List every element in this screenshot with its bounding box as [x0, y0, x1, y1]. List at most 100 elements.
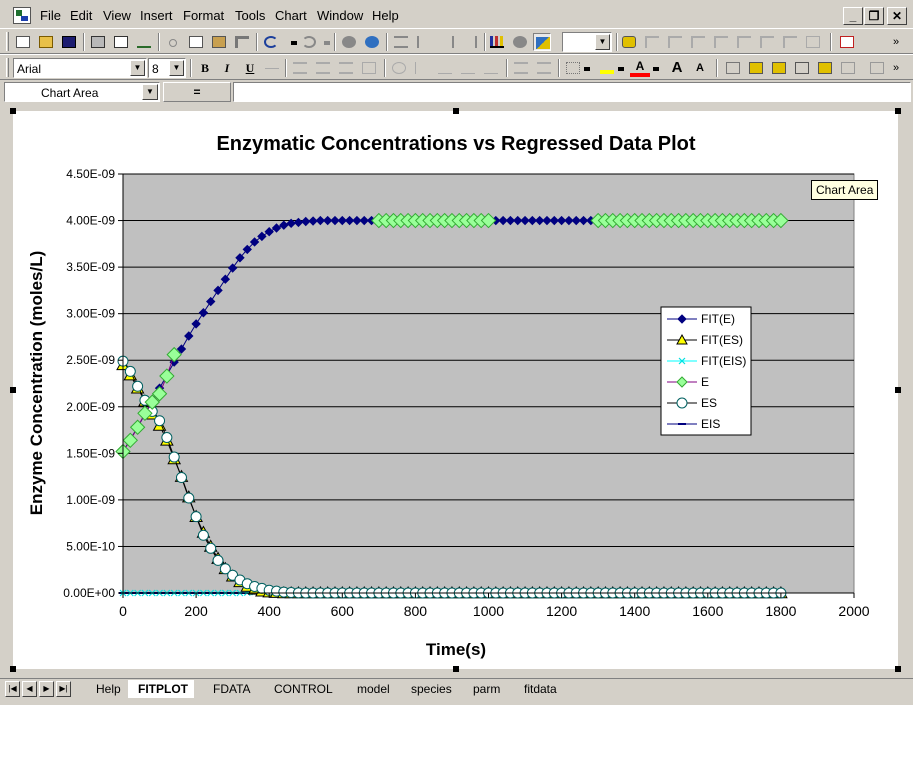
data-point[interactable] — [527, 215, 538, 226]
sort-ascending-icon[interactable] — [438, 33, 456, 51]
y-tick-label[interactable]: 4.00E-09 — [66, 214, 115, 228]
data-point[interactable] — [132, 380, 144, 392]
currency-icon[interactable] — [390, 59, 408, 77]
new-comment-icon[interactable] — [781, 33, 799, 51]
data-point[interactable] — [219, 563, 231, 575]
data-point[interactable] — [249, 237, 260, 247]
legend-label[interactable]: FIT(E) — [701, 312, 735, 326]
y-tick-label[interactable]: 4.50E-09 — [66, 167, 115, 181]
data-point[interactable] — [154, 415, 166, 427]
office-assistant-icon[interactable] — [620, 33, 638, 51]
prev-sheet-icon[interactable]: ◀ — [22, 681, 37, 697]
font-size-dropdown[interactable]: 8 ▼ — [148, 58, 186, 78]
data-point[interactable] — [271, 223, 282, 233]
data-point[interactable] — [337, 215, 348, 226]
tab-fitdata[interactable]: fitdata — [524, 682, 557, 696]
web-toolbar-icon[interactable] — [363, 33, 381, 51]
data-point[interactable] — [124, 365, 136, 377]
tab-help[interactable]: Help — [96, 682, 121, 696]
print-icon[interactable] — [89, 33, 107, 51]
spelling-icon[interactable] — [135, 33, 153, 51]
data-point[interactable] — [542, 215, 552, 226]
y-tick-label[interactable]: 5.00E-10 — [66, 539, 115, 553]
trace-error-icon[interactable] — [689, 33, 707, 51]
chevron-down-icon[interactable]: ▼ — [169, 60, 184, 76]
toolbar-more-icon[interactable]: » — [892, 36, 900, 48]
x-tick-label[interactable]: 1800 — [765, 603, 796, 619]
data-point[interactable] — [161, 432, 173, 444]
x-tick-label[interactable]: 1000 — [473, 603, 504, 619]
data-point[interactable] — [534, 215, 545, 226]
data-point[interactable] — [175, 472, 187, 484]
data-point[interactable] — [564, 215, 574, 226]
menu-window[interactable]: Window — [317, 8, 364, 23]
selection-handle[interactable] — [895, 387, 901, 393]
legend[interactable]: FIT(E) FIT(ES) FIT(EIS) E ES EIS — [660, 306, 752, 436]
trace-dependents-icon[interactable] — [666, 33, 684, 51]
data-point[interactable] — [513, 215, 523, 226]
menu-tools[interactable]: Tools — [235, 8, 266, 23]
open-icon[interactable] — [37, 33, 55, 51]
legend-marker[interactable] — [676, 333, 688, 345]
paste-icon[interactable] — [210, 33, 228, 51]
menu-chart[interactable]: Chart — [275, 8, 307, 23]
minimize-button[interactable]: _ — [843, 7, 863, 25]
data-point[interactable] — [257, 231, 267, 242]
toolbar-grip[interactable] — [6, 32, 9, 51]
data-point[interactable] — [168, 451, 180, 463]
borders-icon[interactable] — [564, 59, 582, 77]
data-point[interactable] — [773, 212, 789, 229]
chart-title[interactable]: Enzymatic Concentrations vs Regressed Da… — [216, 133, 695, 155]
tab-fitplot[interactable]: FITPLOT — [128, 680, 194, 698]
legend-label[interactable]: FIT(ES) — [701, 333, 743, 347]
data-point[interactable] — [206, 296, 216, 307]
selection-handle[interactable] — [895, 108, 901, 114]
data-point[interactable] — [322, 215, 333, 226]
print-preview-icon[interactable] — [112, 33, 130, 51]
font-color-dropdown-icon[interactable] — [651, 59, 661, 77]
strikethrough-icon[interactable] — [263, 59, 281, 77]
menu-help[interactable]: Help — [372, 8, 399, 23]
selection-handle[interactable] — [10, 387, 16, 393]
font-dropdown[interactable]: Arial ▼ — [13, 58, 147, 78]
underline-button[interactable]: U — [245, 61, 255, 75]
tab-fdata[interactable]: FDATA — [213, 682, 251, 696]
data-point[interactable] — [330, 215, 340, 226]
bold-button[interactable]: B — [200, 61, 209, 75]
last-sheet-icon[interactable]: ▶| — [56, 681, 71, 697]
chart[interactable]: Enzymatic Concentrations vs Regressed Da… — [13, 111, 898, 669]
restore-button[interactable]: ❐ — [864, 7, 884, 25]
sort-descending-icon[interactable] — [461, 33, 479, 51]
decrease-font-size-icon[interactable]: A — [696, 62, 704, 74]
y-tick-label[interactable]: 3.50E-09 — [66, 260, 115, 274]
y-tick-label[interactable]: 3.00E-09 — [66, 307, 115, 321]
data-point[interactable] — [183, 492, 195, 504]
circle-invalid-data-icon[interactable] — [804, 33, 822, 51]
copy-icon[interactable] — [187, 33, 205, 51]
redo-icon[interactable] — [300, 33, 318, 51]
x-tick-label[interactable]: 2000 — [838, 603, 869, 619]
data-point[interactable] — [129, 419, 146, 435]
data-point[interactable] — [197, 529, 209, 541]
y-tick-label[interactable]: 2.50E-09 — [66, 353, 115, 367]
selection-handle[interactable] — [10, 108, 16, 114]
increase-indent-icon[interactable] — [535, 59, 553, 77]
by-row-icon[interactable] — [816, 59, 834, 77]
comma-style-icon[interactable] — [436, 59, 454, 77]
menu-edit[interactable]: Edit — [70, 8, 93, 23]
data-point[interactable] — [301, 216, 311, 227]
format-painter-icon[interactable] — [233, 33, 251, 51]
data-point[interactable] — [480, 212, 497, 229]
data-point[interactable] — [359, 215, 369, 226]
chart-wizard-icon[interactable] — [488, 33, 506, 51]
x-tick-label[interactable]: 200 — [184, 603, 208, 619]
data-point[interactable] — [352, 215, 362, 226]
remove-dependent-arrows-icon[interactable] — [758, 33, 776, 51]
data-point[interactable] — [191, 319, 201, 329]
tab-parm[interactable]: parm — [473, 682, 501, 696]
data-point[interactable] — [176, 344, 187, 354]
data-point[interactable] — [344, 215, 355, 226]
borders-dropdown-icon[interactable] — [582, 59, 592, 77]
remove-arrows-icon[interactable] — [712, 33, 730, 51]
x-axis-title[interactable]: Time(s) — [426, 640, 486, 659]
